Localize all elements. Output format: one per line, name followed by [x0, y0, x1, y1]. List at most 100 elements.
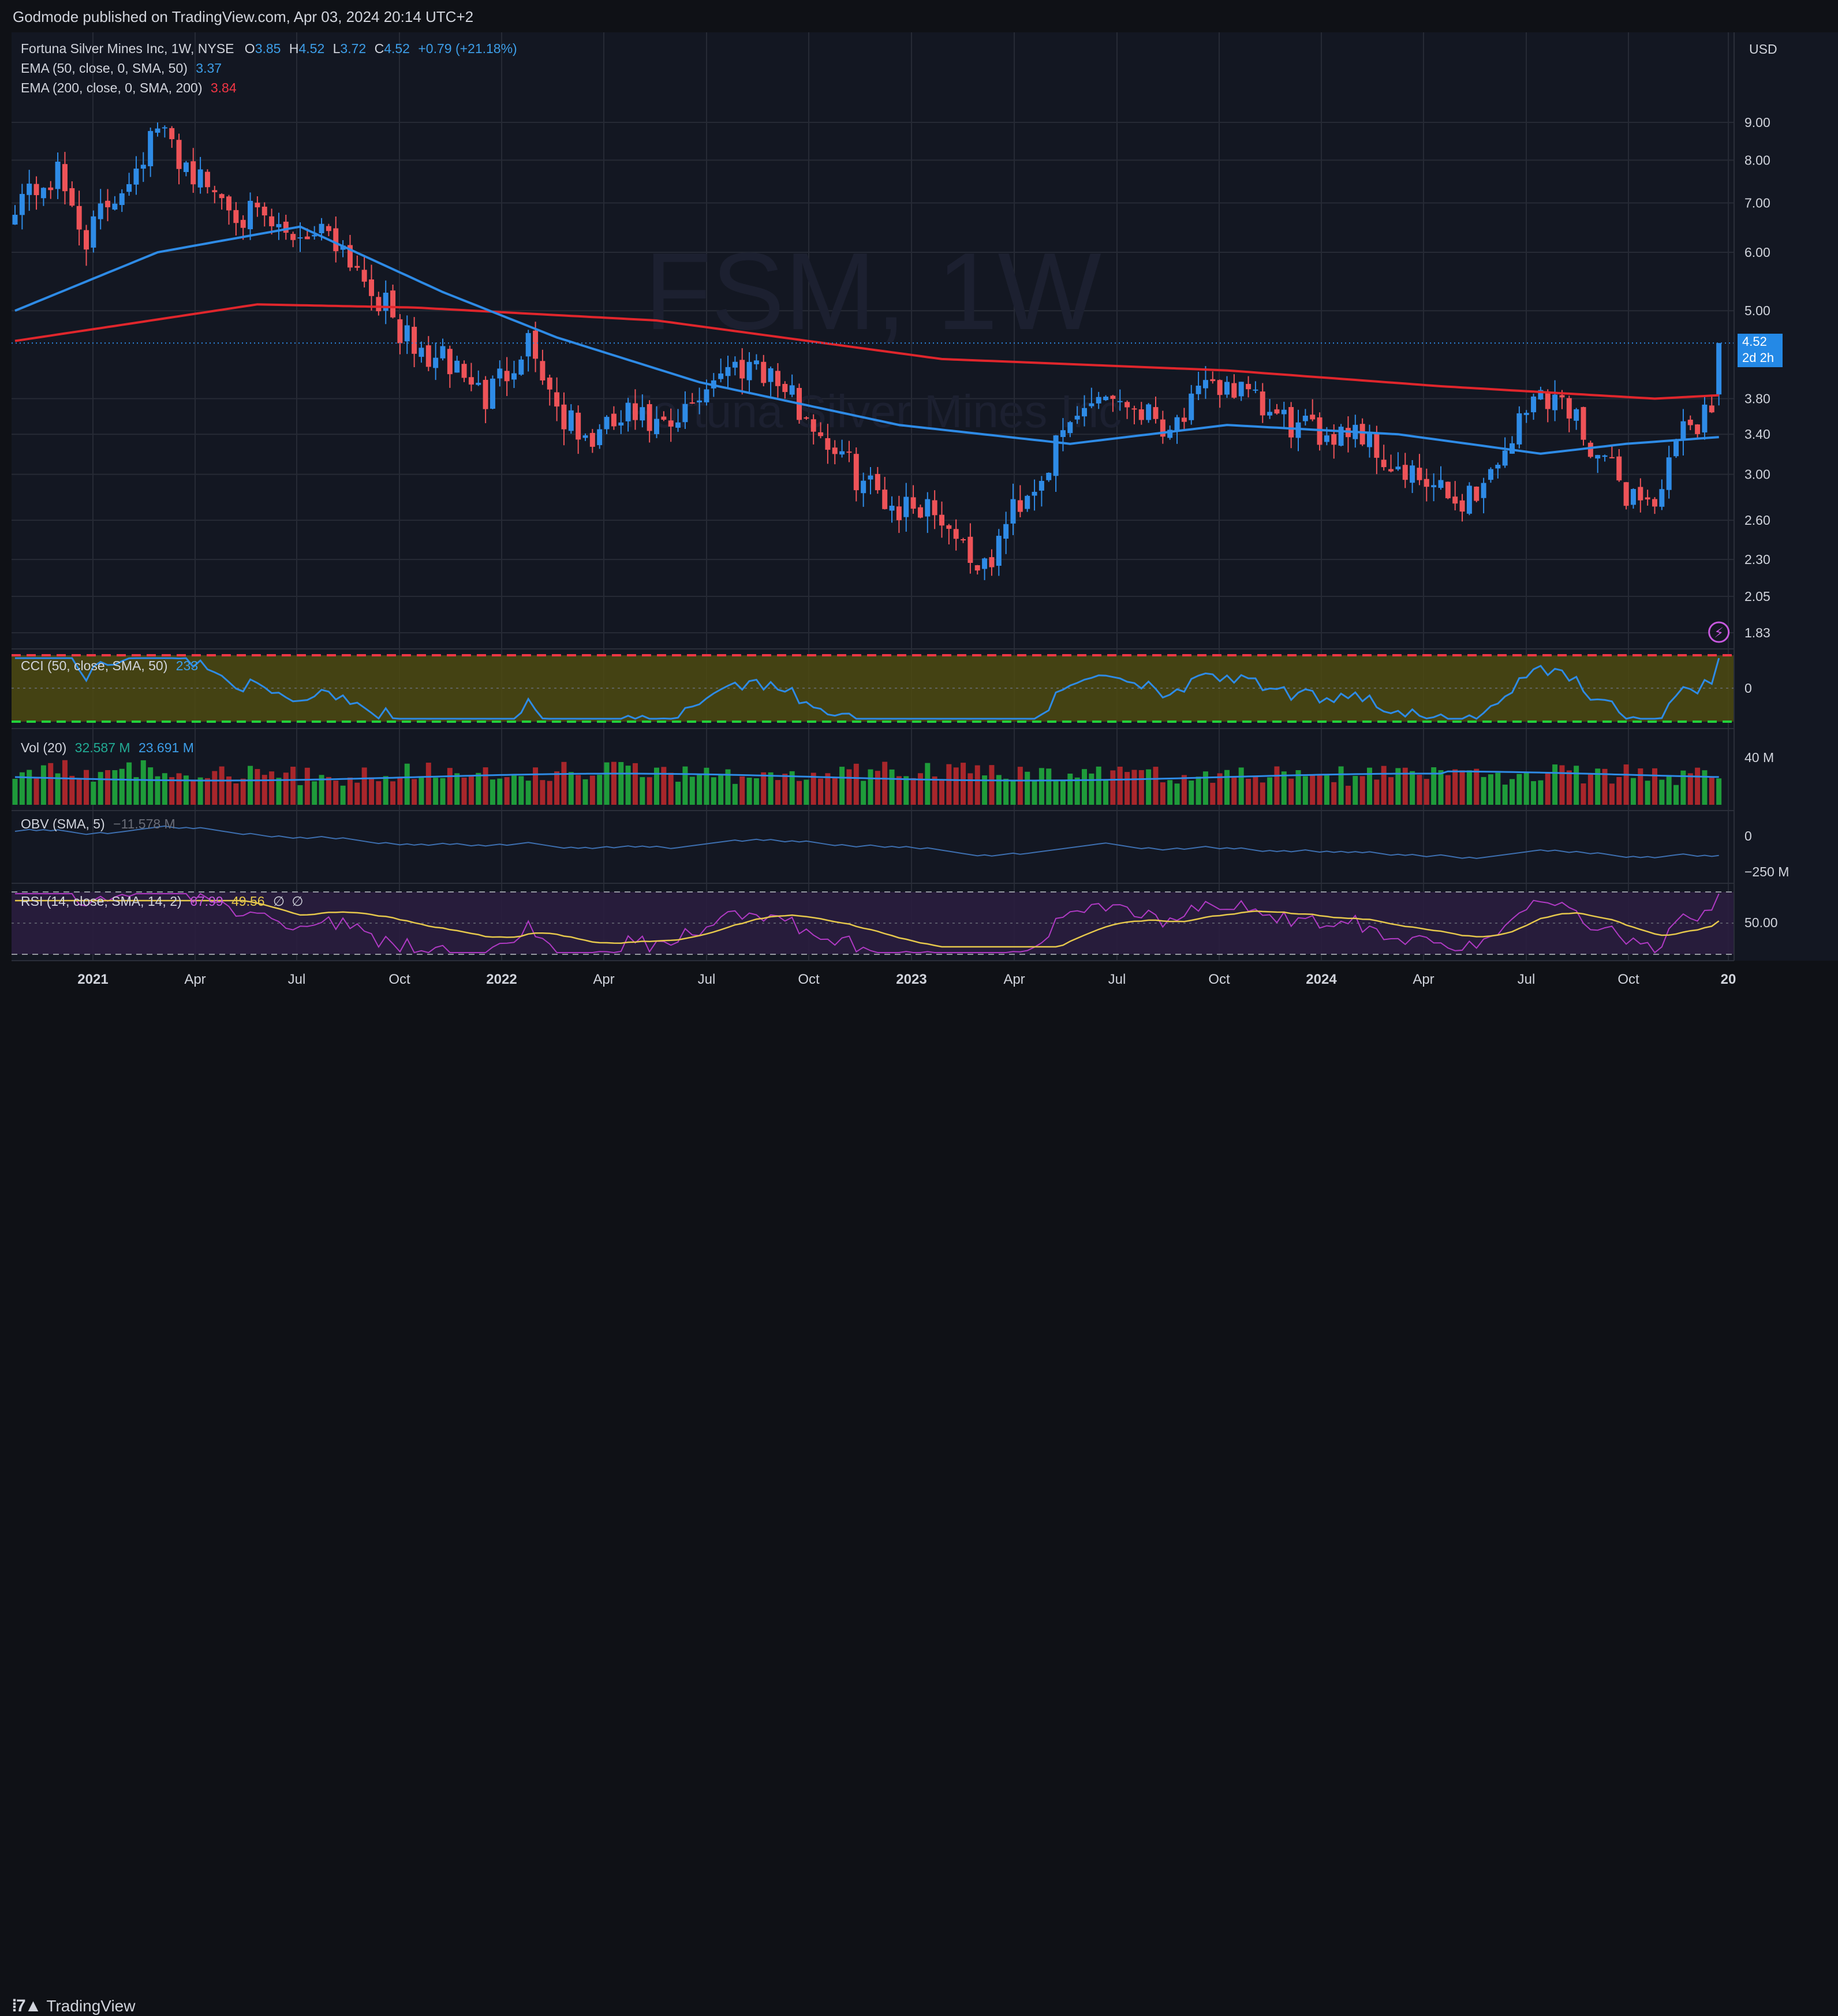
candle-body [40, 188, 46, 199]
currency-selector[interactable]: USD [1749, 42, 1777, 57]
volume-bar [1288, 778, 1294, 805]
candle-body [1495, 465, 1501, 469]
candle-body [1167, 430, 1173, 438]
volume-bar [818, 778, 824, 805]
time-tick-label: Jul [1108, 972, 1126, 987]
candle-body [1067, 422, 1073, 434]
time-tick-label: 2022 [486, 972, 517, 987]
tradingview-logo-icon: ⁞7▲ [12, 1996, 42, 2015]
volume-bar [925, 763, 931, 805]
volume-bar [1702, 770, 1708, 805]
tradingview-brand[interactable]: ⁞7▲ TradingView [12, 1996, 135, 2016]
watermark-symbol: FSM, 1W [644, 230, 1101, 353]
volume-bar [540, 780, 546, 805]
candle-body [1645, 497, 1650, 500]
candle-body [1267, 412, 1273, 416]
volume-bar [1495, 772, 1501, 805]
vol-tick-label: 40 M [1744, 750, 1774, 765]
volume-bar [504, 777, 510, 805]
symbol-title: Fortuna Silver Mines Inc, 1W, NYSE [21, 41, 234, 56]
candle-body [1716, 343, 1722, 395]
volume-bar [255, 769, 260, 805]
volume-bar [974, 765, 980, 805]
volume-bar [176, 773, 182, 805]
candle-body [490, 378, 495, 409]
volume-bar [440, 778, 446, 805]
candle-body [832, 447, 838, 454]
candle-body [775, 371, 780, 386]
candle-body [369, 279, 374, 296]
volume-bar [12, 779, 18, 805]
candle-body [1174, 417, 1180, 431]
volume-bar [1459, 770, 1465, 805]
volume-bar [333, 781, 339, 805]
volume-bar [490, 779, 495, 805]
cci-value: 233 [175, 658, 199, 673]
volume-bar [1402, 767, 1408, 805]
candle-body [69, 188, 75, 206]
volume-bar [55, 773, 61, 805]
candle-body [1260, 391, 1265, 416]
candle-body [1217, 380, 1223, 395]
candle-body [155, 128, 160, 133]
volume-bar [276, 778, 282, 805]
ema50-legend: EMA (50, close, 0, SMA, 50) 3.37 [21, 61, 222, 76]
candle-body [939, 514, 944, 526]
candle-body [425, 345, 431, 367]
volume-bar [304, 767, 310, 805]
volume-bar [454, 773, 460, 805]
volume-bar [1074, 777, 1080, 805]
candle-body [169, 128, 175, 140]
price-tick-label: 3.80 [1744, 391, 1770, 406]
candle-body [1324, 435, 1329, 442]
rsi-ma-value: 49.56 [231, 894, 265, 909]
volume-bar [425, 763, 431, 805]
candle-body [1060, 430, 1066, 437]
candle-body [825, 438, 831, 450]
volume-bar [1673, 785, 1679, 805]
volume-bar [1445, 775, 1451, 805]
candle-body [283, 221, 289, 233]
volume-bar [140, 760, 146, 805]
lightning-icon: ⚡ [1714, 625, 1724, 641]
candle-body [454, 360, 460, 373]
volume-bar [1238, 767, 1244, 805]
candle-body [12, 215, 18, 225]
candle-body [839, 451, 845, 455]
price-tick-label: 3.00 [1744, 467, 1770, 482]
volume-bar [1253, 776, 1258, 805]
volume-bar [383, 776, 388, 805]
volume-bar [1645, 781, 1650, 805]
candle-body [1038, 480, 1044, 491]
candle-body [233, 210, 239, 223]
volume-bar [797, 781, 802, 805]
price-candles[interactable] [12, 122, 1722, 580]
candle-body [1032, 491, 1037, 496]
volume-bar [1060, 781, 1066, 805]
candle-body [654, 419, 659, 435]
volume-bar [618, 761, 624, 805]
candle-body [1459, 500, 1465, 512]
chart-canvas[interactable]: FSM, 1W Fortuna Silver Mines Inc 9.00 8.00… [0, 0, 1838, 1035]
volume-bar [889, 769, 895, 805]
volume-bar [1302, 776, 1308, 805]
candle-body [276, 224, 282, 227]
candle-body [810, 419, 816, 432]
volume-bar [1559, 765, 1565, 805]
volume-bar [1374, 779, 1380, 805]
candle-body [511, 373, 517, 380]
candle-body [989, 557, 995, 568]
ema50-value: 3.37 [196, 61, 222, 76]
ema50-line [14, 225, 1719, 455]
candle-body [190, 161, 196, 185]
volume-bar [319, 775, 324, 805]
candle-body [875, 473, 880, 491]
volume-bar [732, 783, 738, 805]
candle-body [404, 325, 410, 342]
candle-body [739, 360, 745, 379]
volume-bar [789, 771, 795, 805]
vol-label: Vol (20) [21, 740, 67, 755]
vol-value: 32.587 M [74, 740, 130, 755]
price-tick-label: 2.60 [1744, 513, 1770, 528]
volume-bar [233, 783, 239, 805]
